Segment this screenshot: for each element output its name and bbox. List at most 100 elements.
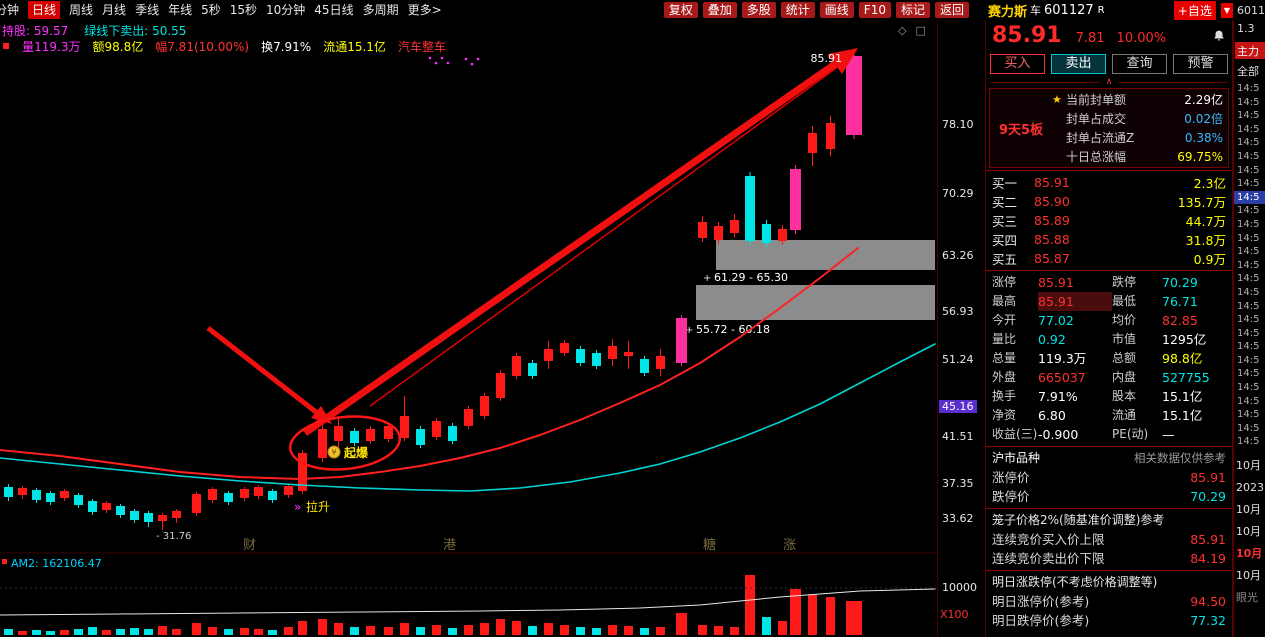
volume-bar bbox=[698, 625, 707, 635]
bid-level-row[interactable]: 买三 85.89 44.7万 bbox=[986, 211, 1232, 230]
key-value-row: 明日涨停价(参考) 94.50 bbox=[986, 592, 1232, 611]
candle-body bbox=[192, 494, 201, 513]
tool-button-统计[interactable]: 统计 bbox=[780, 2, 815, 18]
bid-level-row[interactable]: 买五 85.87 0.9万 bbox=[986, 249, 1232, 268]
tool-button-标记[interactable]: 标记 bbox=[895, 2, 930, 18]
resistance-zone bbox=[696, 285, 935, 320]
volume-bar bbox=[130, 628, 139, 635]
rect-tool-icon[interactable]: □ bbox=[915, 24, 926, 37]
candle-body bbox=[74, 495, 83, 505]
quote-summary-text: ▪ bbox=[2, 38, 11, 52]
seal-stat-label: 封单占流通Z bbox=[1066, 131, 1135, 145]
quote-summary-text: 换7.91% bbox=[261, 40, 312, 54]
period-tab-季线[interactable]: 季线 bbox=[135, 3, 160, 17]
candle-body bbox=[130, 511, 139, 520]
price-row: 85.91 7.81 10.00% bbox=[986, 20, 1232, 52]
candlestick-chart[interactable]: 61.29 - 65.30+55.72 - 60.18+¥ 起爆» 拉升85.91-… bbox=[0, 0, 937, 637]
period-tab-更多>[interactable]: 更多> bbox=[407, 3, 442, 17]
time-sales-row: 14:5 bbox=[1237, 341, 1260, 353]
period-tab-周线[interactable]: 周线 bbox=[69, 3, 94, 17]
tool-button-画线[interactable]: 画线 bbox=[819, 2, 854, 18]
tool-button-F10[interactable]: F10 bbox=[858, 2, 891, 18]
watchlist-dropdown-icon[interactable]: ▼ bbox=[1220, 2, 1233, 18]
time-sales-row: 14:5 bbox=[1237, 395, 1260, 407]
卖出-button[interactable]: 卖出 bbox=[1051, 54, 1106, 74]
zone-handle-icon[interactable]: + bbox=[703, 273, 711, 284]
bid-level-row[interactable]: 买四 85.88 31.8万 bbox=[986, 230, 1232, 249]
period-tab-日线[interactable]: 日线 bbox=[28, 1, 61, 19]
stat-value: 6.80 bbox=[1038, 408, 1066, 423]
seal-stats: ★ 当前封单额 2.29亿 封单占成交 0.02倍 封单占流通Z 0.38% 十日总涨幅 69.… bbox=[1052, 89, 1228, 167]
trend-line-thin bbox=[369, 57, 851, 407]
candle-body bbox=[464, 409, 473, 426]
date-row: 10月 bbox=[1236, 547, 1263, 561]
period-tab-多周期[interactable]: 多周期 bbox=[362, 3, 399, 17]
period-tab-15秒[interactable]: 15秒 bbox=[229, 3, 258, 17]
tool-button-返回[interactable]: 返回 bbox=[934, 2, 969, 18]
zone-handle-icon[interactable]: + bbox=[685, 325, 693, 336]
period-tab-10分钟[interactable]: 10分钟 bbox=[266, 3, 306, 17]
candle-body bbox=[172, 511, 181, 518]
key-value-row: 连续竞价卖出价下限 84.19 bbox=[986, 549, 1232, 568]
seal-box: 9天5板 ★ 当前封单额 2.29亿 封单占成交 0.02倍 封单占流通Z 0.38% 十日总… bbox=[989, 88, 1229, 168]
period-tab-月线[interactable]: 月线 bbox=[102, 3, 127, 17]
volume-bar bbox=[416, 627, 425, 635]
tab-main-force[interactable]: 主力 bbox=[1235, 42, 1265, 59]
time-sales-row: 14:5 bbox=[1237, 205, 1260, 217]
diamond-tool-icon[interactable]: ◇ bbox=[898, 24, 907, 37]
买入-button[interactable]: 买入 bbox=[990, 54, 1045, 74]
volume-bar bbox=[624, 626, 633, 635]
time-sales-row: 14:5 bbox=[1237, 150, 1260, 162]
volume-bar bbox=[512, 621, 521, 635]
kv-label: 连续竞价买入价上限 bbox=[992, 532, 1105, 547]
candle-body bbox=[208, 489, 217, 500]
stock-code: 601127 bbox=[1044, 2, 1094, 18]
candle-body bbox=[745, 176, 755, 241]
drawing-dot bbox=[476, 57, 480, 61]
drawing-dot bbox=[470, 62, 474, 66]
axis-price-label: 51.24 bbox=[942, 353, 974, 366]
add-watchlist-button[interactable]: +自选 bbox=[1173, 0, 1216, 20]
volume-bar bbox=[60, 630, 69, 635]
stat-label: 总量 bbox=[992, 351, 1017, 365]
candle-body bbox=[624, 352, 633, 356]
drawing-dot bbox=[434, 61, 438, 65]
tool-button-复权[interactable]: 复权 bbox=[663, 2, 698, 18]
volume-bar bbox=[576, 627, 585, 635]
kv-label: 连续竞价卖出价下限 bbox=[992, 551, 1105, 566]
stat-value: 82.85 bbox=[1162, 313, 1198, 328]
tomorrow-limit-title: 明日涨跌停(不考虑价格调整等) bbox=[992, 575, 1158, 589]
bid-level-row[interactable]: 买二 85.90 135.7万 bbox=[986, 192, 1232, 211]
预警-button[interactable]: 预警 bbox=[1173, 54, 1228, 74]
time-sales-row: 14:5 bbox=[1237, 137, 1260, 149]
stat-label: PE(动) bbox=[1112, 427, 1149, 441]
volume-bar bbox=[400, 623, 409, 635]
tool-button-多股[interactable]: 多股 bbox=[741, 2, 776, 18]
volume-bar bbox=[366, 626, 375, 635]
candle-body bbox=[88, 501, 97, 512]
collapse-bar[interactable]: ∧ bbox=[986, 76, 1232, 88]
candle-body bbox=[116, 506, 125, 515]
volume-bar bbox=[656, 627, 665, 635]
period-tab-年线[interactable]: 年线 bbox=[168, 3, 193, 17]
stat-label: 涨停 bbox=[992, 275, 1017, 289]
stat-value: 7.91% bbox=[1038, 389, 1078, 404]
stat-label: 今开 bbox=[992, 313, 1017, 327]
查询-button[interactable]: 查询 bbox=[1112, 54, 1167, 74]
bid-level-label: 买三 bbox=[992, 214, 1018, 229]
tool-button-叠加[interactable]: 叠加 bbox=[702, 2, 737, 18]
candle-body bbox=[790, 169, 801, 230]
volume-bar bbox=[254, 629, 263, 635]
top-toolbar: 分钟 日线 周线 月线 季线 年线 5秒 15秒 10分钟 45日线 多周期 更多> 复权 叠加 多股 统计… bbox=[0, 0, 1265, 20]
candle-body bbox=[512, 356, 521, 376]
tab-all-trades[interactable]: 全部 bbox=[1237, 65, 1259, 78]
kv-value: 94.50 bbox=[1190, 594, 1226, 609]
bid-level-row[interactable]: 买一 85.91 2.3亿 bbox=[986, 173, 1232, 192]
axis-price-label: 45.16 bbox=[939, 400, 977, 413]
period-tab-5秒[interactable]: 5秒 bbox=[201, 3, 221, 17]
alert-bell-icon[interactable] bbox=[1212, 29, 1226, 47]
seal-stat-label: 封单占成交 bbox=[1066, 112, 1127, 126]
period-tab-45日线[interactable]: 45日线 bbox=[314, 3, 354, 17]
volume-bar bbox=[172, 629, 181, 635]
period-tab-分钟[interactable]: 分钟 bbox=[0, 3, 20, 17]
